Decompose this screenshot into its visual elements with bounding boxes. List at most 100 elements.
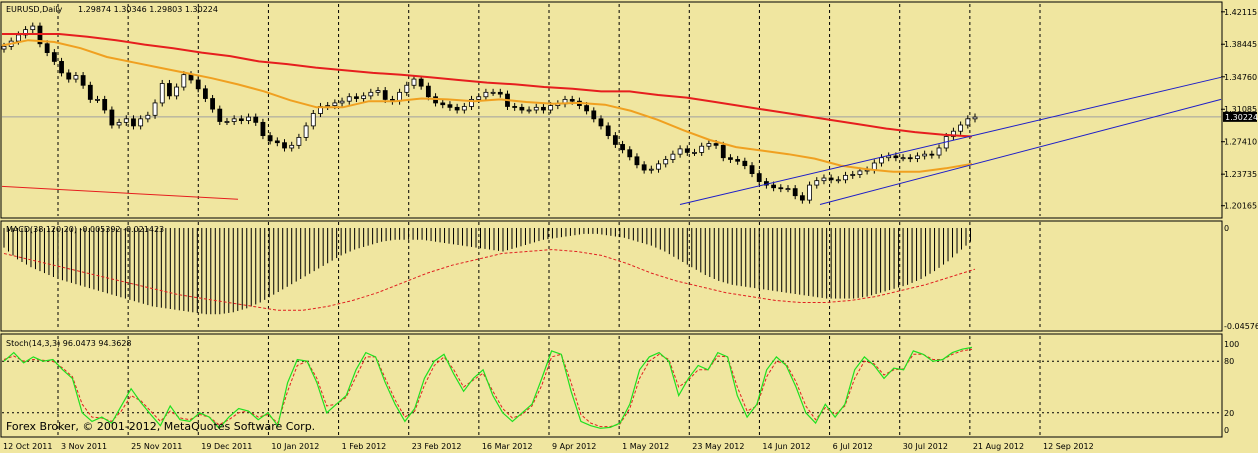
sma-short-line <box>1 39 973 173</box>
candle-body <box>267 135 273 142</box>
candle-body <box>1 46 7 50</box>
candle-body <box>188 74 194 81</box>
candle-body <box>167 83 172 97</box>
macd-panel[interactable] <box>0 220 1223 332</box>
candle-body <box>922 153 928 157</box>
candle-body <box>936 147 942 156</box>
date-label: 19 Dec 2011 <box>201 442 252 451</box>
stoch-axis-label: 100 <box>1224 340 1239 349</box>
channel-lower-line <box>819 98 1222 205</box>
candle-body <box>152 102 158 116</box>
candle-body <box>159 83 165 104</box>
candle-body <box>195 79 201 90</box>
candle-body <box>461 106 467 111</box>
macd-axis-label: 0 <box>1224 224 1229 233</box>
candle-body <box>771 184 777 189</box>
date-label: 21 Aug 2012 <box>973 442 1024 451</box>
candle-body <box>30 25 36 31</box>
candle-body <box>900 157 906 160</box>
candle-body <box>346 96 352 102</box>
stoch-layer <box>3 346 973 430</box>
candle-body <box>598 118 604 127</box>
candle-body <box>828 177 834 181</box>
candle-body <box>181 74 187 88</box>
candle-body <box>454 106 460 111</box>
candle-body <box>778 187 784 190</box>
date-label: 6 Jul 2012 <box>833 442 873 451</box>
candle-body <box>375 90 381 93</box>
stoch-main-line <box>3 346 973 430</box>
candle-body <box>907 157 913 160</box>
date-label: 10 Jan 2012 <box>271 442 319 451</box>
candle-body <box>879 157 884 164</box>
date-label: 14 Jun 2012 <box>762 442 810 451</box>
candle-body <box>656 163 661 170</box>
candle-body <box>303 125 309 138</box>
candle-body <box>368 91 374 97</box>
candle-body <box>533 106 539 111</box>
candle-body <box>634 156 640 166</box>
candle-body <box>404 84 410 93</box>
candle-body <box>332 102 338 106</box>
price-axis-label: 1.27410 <box>1224 138 1257 147</box>
grid-lines <box>2 4 1221 436</box>
candle-body <box>296 136 302 146</box>
candle-body <box>145 114 151 120</box>
candle-body <box>541 106 546 111</box>
candle-body <box>605 125 611 137</box>
candle-body <box>231 118 237 122</box>
candle-body <box>799 195 805 201</box>
candle-body <box>735 159 741 162</box>
candle-body <box>490 91 496 94</box>
old-trendline <box>1 185 239 200</box>
stoch-axis-label: 80 <box>1224 357 1234 366</box>
candle-body <box>253 116 259 123</box>
candle-body <box>238 118 244 122</box>
candle-body <box>289 144 295 149</box>
candle-body <box>843 174 848 181</box>
macd-title: MACD(38,120,20) -0.005392 -0.021423 <box>6 225 164 234</box>
candle-body <box>684 148 690 153</box>
candle-body <box>677 148 683 155</box>
candle-body <box>835 179 841 182</box>
date-label: 16 Mar 2012 <box>482 442 533 451</box>
candle-body <box>80 75 86 86</box>
candle-body <box>131 118 136 127</box>
candle-body <box>526 109 532 112</box>
candle-body <box>425 85 431 98</box>
date-axis: 12 Oct 2011 3 Nov 2011 25 Nov 2011 19 Dec 2… <box>3 442 1094 451</box>
candle-body <box>217 108 223 122</box>
candle-body <box>792 188 798 197</box>
price-panel[interactable] <box>0 1 1223 219</box>
current-price-box <box>1223 111 1257 122</box>
date-label: 3 Nov 2011 <box>61 442 107 451</box>
stoch-panel[interactable] <box>0 333 1223 438</box>
candle-body <box>821 177 827 182</box>
candle-body <box>814 180 820 186</box>
candle-body <box>382 90 388 100</box>
price-axis-label: 1.20165 <box>1224 202 1257 211</box>
date-label: 25 Nov 2011 <box>131 442 182 451</box>
candle-body <box>310 113 316 127</box>
candle-body <box>87 84 93 100</box>
candle-body <box>720 144 726 159</box>
sma-long-line <box>2 33 973 138</box>
candle-body <box>965 118 971 126</box>
candle-body <box>51 52 57 62</box>
candle-body <box>447 104 453 108</box>
candle-body <box>469 99 474 107</box>
candle-body <box>591 110 597 120</box>
candle-body <box>548 105 554 111</box>
candle-body <box>692 151 697 154</box>
stoch-title: Stoch(14,3,3) 96.0473 94.3628 <box>6 339 132 348</box>
candle-body <box>210 98 215 110</box>
candle-body <box>361 95 367 99</box>
candle-body <box>627 149 633 158</box>
candle-body <box>807 184 812 201</box>
price-axis-label: 1.34760 <box>1224 73 1257 82</box>
copyright-credit: Forex Broker, © 2001-2012, MetaQuotes So… <box>6 420 315 433</box>
candle-body <box>476 96 482 100</box>
candle-body <box>440 102 446 106</box>
date-label: 23 May 2012 <box>692 442 744 451</box>
